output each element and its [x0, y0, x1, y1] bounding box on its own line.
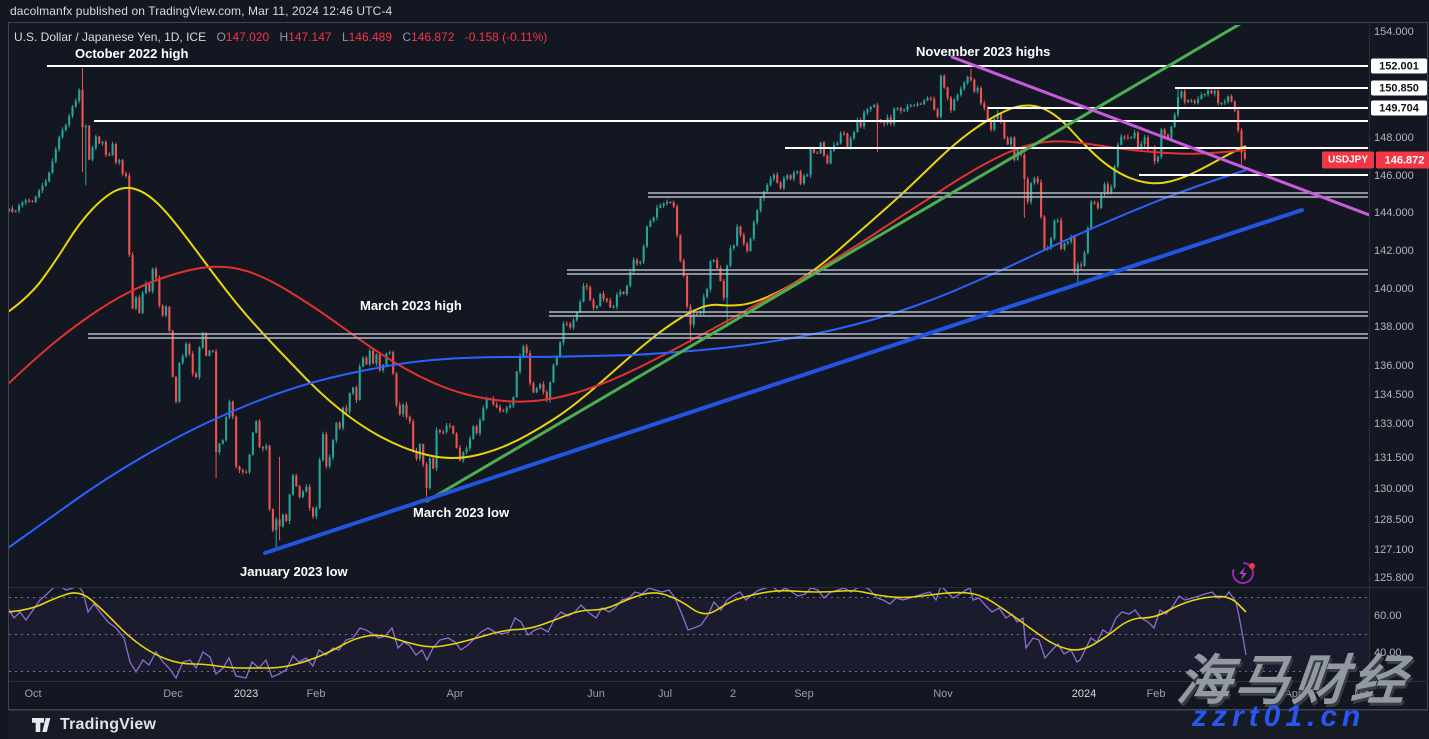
footer-bar: TradingView	[8, 710, 1429, 739]
uptrend-from-january-2023-low[interactable]	[263, 208, 1304, 555]
y-tick-131.500: 131.500	[1374, 452, 1414, 464]
annotation-march-2023-high: March 2023 high	[360, 298, 462, 313]
close-label: C	[402, 30, 412, 44]
annotation-january-2023-low: January 2023 low	[240, 564, 348, 579]
price-line-label-152.001: 152.001	[1371, 58, 1427, 74]
x-tick-Sep: Sep	[794, 688, 814, 700]
x-tick-2: 2	[729, 688, 737, 700]
high-value: 147.147	[288, 30, 332, 44]
chart-widget-frame	[8, 22, 1428, 710]
annotation-march-2023-low: March 2023 low	[413, 505, 510, 520]
x-tick-2023: 2023	[233, 688, 259, 700]
downtrend-from-november-2023-high[interactable]	[950, 55, 1372, 217]
low-label: L	[341, 30, 349, 44]
uptrend-from-march-2023-low[interactable]	[425, 21, 1245, 503]
y-tick-130.000: 130.000	[1374, 483, 1414, 495]
y-tick-134.500: 134.500	[1374, 389, 1414, 401]
flash-reaction-icon[interactable]	[1229, 559, 1257, 587]
attribution-text: dacolmanfx published on TradingView.com,…	[10, 4, 393, 18]
y-tick-138.000: 138.000	[1374, 321, 1414, 333]
ma-slow-blue	[9, 169, 1247, 549]
y-tick-133.000: 133.000	[1374, 418, 1414, 430]
high-label: H	[279, 30, 289, 44]
watermark-url: zzrt01.cn	[1192, 700, 1366, 733]
change-value: -0.158 (-0.11%)	[464, 30, 548, 44]
y-tick-128.500: 128.500	[1374, 514, 1414, 526]
ma-fast-yellow	[9, 104, 1247, 460]
x-tick-Ma: Ma	[1354, 688, 1370, 700]
low-value: 146.489	[348, 30, 393, 44]
y-tick-140.000: 140.000	[1374, 283, 1414, 295]
x-tick-Feb: Feb	[1146, 688, 1166, 700]
x-tick-Nov: Nov	[933, 688, 953, 700]
x-tick-Apr: Apr	[446, 688, 464, 700]
x-tick-Jul: Jul	[657, 688, 673, 700]
x-tick-Apr: Apr	[1284, 688, 1302, 700]
price-line-label-149.704: 149.704	[1371, 100, 1427, 116]
rsi-pane[interactable]	[8, 586, 1369, 680]
open-label: O	[216, 30, 226, 44]
y-tick-125.800: 125.800	[1374, 572, 1414, 584]
last-price-symbol: USDJPY	[1322, 151, 1375, 169]
y-tick-136.000: 136.000	[1374, 360, 1414, 372]
annotation-november-2023-highs: November 2023 highs	[916, 44, 1051, 59]
x-tick-Jun: Jun	[587, 688, 605, 700]
x-tick-Oct: Oct	[24, 688, 42, 700]
open-value: 147.020	[225, 30, 270, 44]
price-line-label-150.850: 150.850	[1371, 80, 1427, 96]
price-pane[interactable]	[8, 21, 1372, 555]
x-tick-Feb: Feb	[306, 688, 326, 700]
y-tick-148.000: 148.000	[1374, 132, 1414, 144]
x-tick-Dec: Dec	[163, 688, 183, 700]
y-tick-60.00: 60.00	[1374, 610, 1402, 622]
rsi-line	[9, 588, 1247, 680]
symbol-title: U.S. Dollar / Japanese Yen, 1D, ICE	[14, 30, 207, 44]
y-tick-144.000: 144.000	[1374, 207, 1414, 219]
symbol-legend[interactable]: U.S. Dollar / Japanese Yen, 1D, ICE O147…	[14, 30, 547, 44]
y-tick-142.000: 142.000	[1374, 245, 1414, 257]
candles-layer	[9, 68, 1246, 548]
y-tick-154.000: 154.000	[1374, 26, 1414, 38]
close-value: 146.872	[411, 30, 455, 44]
annotation-october-2022-high: October 2022 high	[75, 46, 189, 61]
x-tick-2024: 2024	[1071, 688, 1097, 700]
y-tick-146.000: 146.000	[1374, 170, 1414, 182]
ma-mid-red	[9, 140, 1247, 403]
y-tick-127.100: 127.100	[1374, 544, 1414, 556]
last-price-value: 146.872	[1376, 151, 1429, 169]
tradingview-logo-text: TradingView	[60, 716, 157, 733]
tradingview-logo[interactable]: TradingView	[32, 716, 156, 734]
y-tick-40.00: 40.00	[1374, 647, 1402, 659]
last-price-badge: USDJPY 146.872	[1322, 151, 1429, 169]
tradingview-logo-icon	[32, 717, 51, 732]
rsi-ma-line	[9, 589, 1247, 669]
